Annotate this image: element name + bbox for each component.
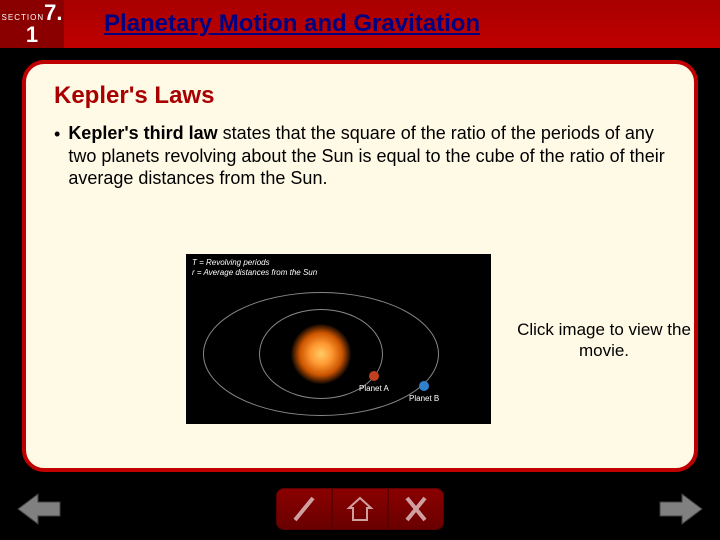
bullet-item: • Kepler's third law states that the squ… [54, 122, 666, 190]
subtitle: Kepler's Laws [54, 82, 666, 110]
chapter-number: 7. [44, 0, 62, 25]
bullet-bold: Kepler's third law [68, 123, 217, 143]
prev-arrow-button[interactable] [16, 490, 62, 528]
planet-a [369, 371, 379, 381]
header-bar: SECTION7. 1 Planetary Motion and Gravita… [0, 0, 720, 48]
chapter-title: Planetary Motion and Gravitation [64, 0, 720, 48]
planet-b [419, 381, 429, 391]
figure-caption: T = Revolving periods r = Average distan… [192, 258, 317, 279]
sun [291, 324, 351, 384]
nav-bar [0, 488, 720, 530]
orbit-figure[interactable]: T = Revolving periods r = Average distan… [186, 254, 491, 424]
next-arrow-button[interactable] [658, 490, 704, 528]
center-nav [276, 488, 444, 530]
click-caption: Click image to view the movie. [514, 319, 694, 362]
planet-a-label: Planet A [359, 384, 389, 393]
planet-b-label: Planet B [409, 394, 439, 403]
content-panel: Kepler's Laws • Kepler's third law state… [22, 60, 698, 472]
section-label: SECTION [2, 13, 45, 22]
bullet-text: Kepler's third law states that the squar… [68, 122, 666, 190]
section-number: 1 [26, 24, 38, 46]
back-slash-button[interactable] [276, 488, 332, 530]
bullet-dot: • [54, 124, 60, 190]
home-button[interactable] [332, 488, 388, 530]
close-button[interactable] [388, 488, 444, 530]
section-badge: SECTION7. 1 [0, 0, 64, 48]
